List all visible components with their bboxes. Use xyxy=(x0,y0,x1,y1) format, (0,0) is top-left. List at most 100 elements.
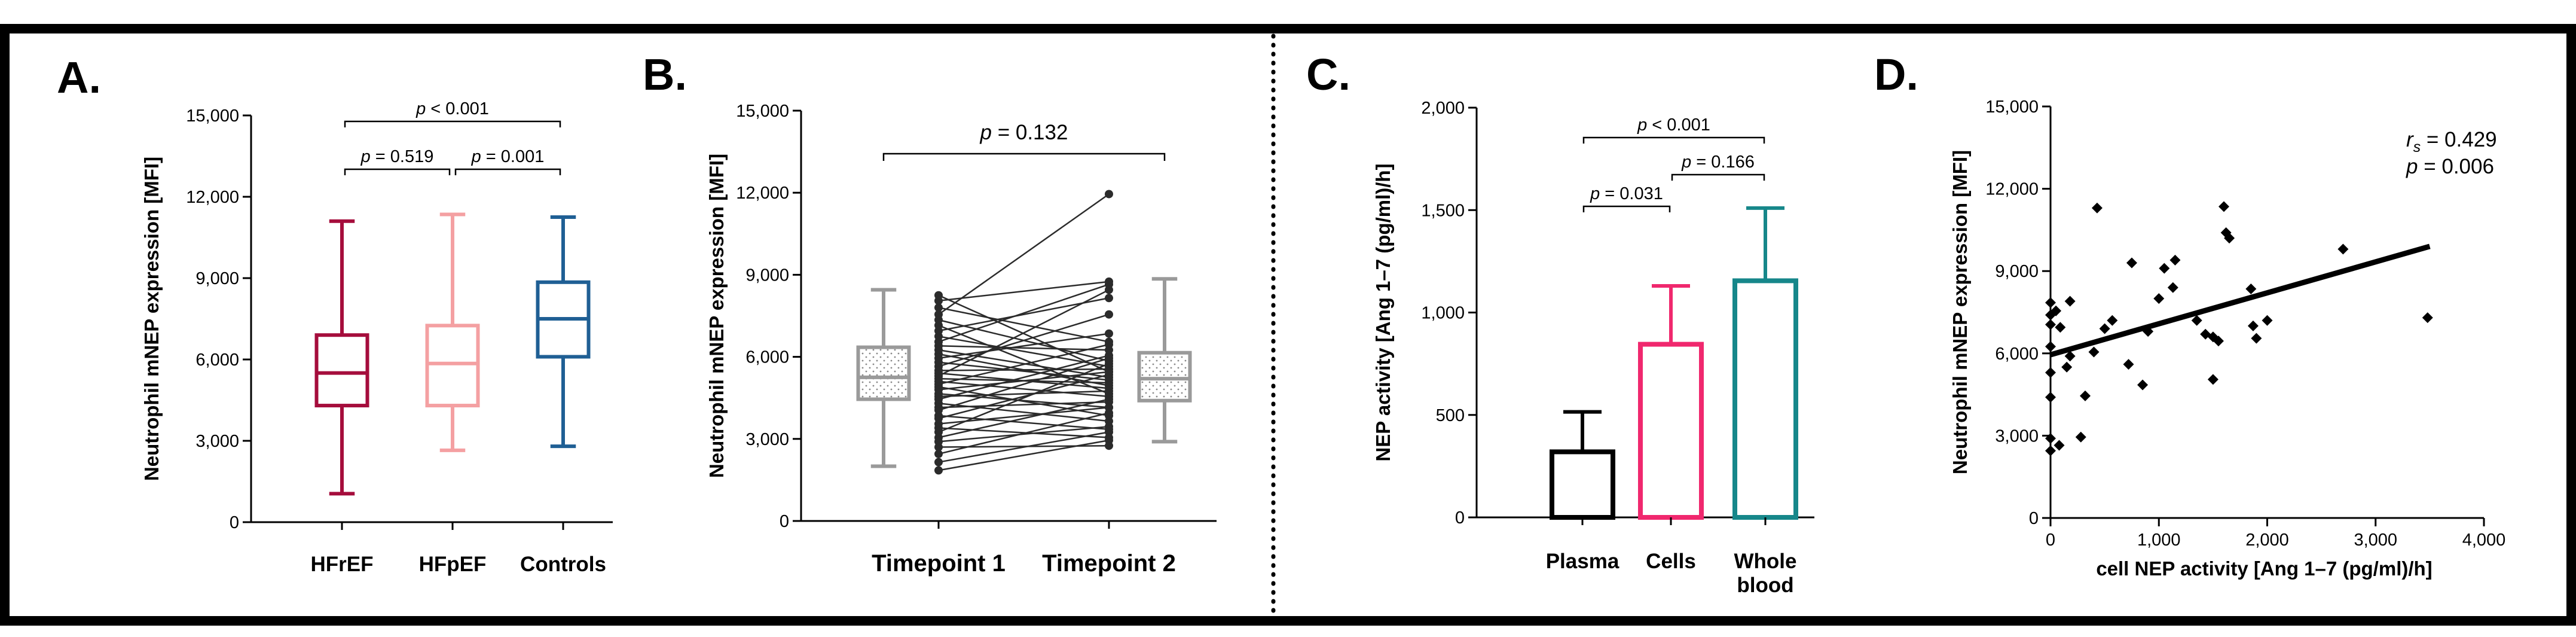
panel-b-point-timepoint-2 xyxy=(1105,411,1113,420)
panel-d-data-point xyxy=(2091,202,2103,214)
panel-d-y-axis-title: Neutrophil mNEP expression [MFI] xyxy=(1949,150,1971,474)
panel-d-data-point xyxy=(2080,390,2091,401)
panel-b-point-timepoint-1 xyxy=(934,303,943,312)
panel-b-paired-line xyxy=(938,284,1110,343)
panel-b-paired-line xyxy=(938,357,1110,411)
panel-d-y-tick-label: 3,000 xyxy=(1995,426,2039,446)
panel-d-data-point xyxy=(2251,333,2262,344)
panel-d-y-tick-label: 0 xyxy=(2029,509,2039,528)
panel-d-y-tick-label: 9,000 xyxy=(1995,262,2039,281)
panel-b-y-tick-label: 15,000 xyxy=(736,102,789,121)
figure-border xyxy=(0,24,2576,626)
panel-a-y-tick-label: 9,000 xyxy=(195,269,239,288)
panel-a-category-label: HFpEF xyxy=(419,553,487,576)
panel-b-paired-line xyxy=(938,444,1110,448)
panel-a-y-tick-label: 6,000 xyxy=(195,350,239,370)
panel-a-y-tick-label: 12,000 xyxy=(186,188,239,207)
panel-b-point-timepoint-2 xyxy=(1105,403,1113,412)
panel-d-regression-line xyxy=(2049,243,2431,358)
panel-b-point-timepoint-1 xyxy=(934,291,943,300)
panel-d-scatter-plot: 0 3,000 6,000 9,000 12,000 15,000 Neutrophil m… xyxy=(1949,97,2505,580)
panel-d-y-tick-label: 12,000 xyxy=(1985,180,2039,199)
panel-a-p-value: p = 0.001 xyxy=(471,147,545,166)
panel-d-data-point xyxy=(2045,319,2056,330)
panel-b-paired-line xyxy=(938,425,1110,443)
panel-d-data-point xyxy=(2137,379,2149,391)
panel-b-category-label: Timepoint 2 xyxy=(1042,550,1176,577)
panel-d-x-tick-label: 3,000 xyxy=(2354,531,2397,550)
panel-d-data-point xyxy=(2422,312,2433,324)
panel-a-y-tick-label: 0 xyxy=(230,513,239,532)
panel-b-point-timepoint-2 xyxy=(1105,441,1113,450)
panel-d-data-point xyxy=(2245,284,2257,295)
panel-d-x-axis-title: cell NEP activity [Ang 1–7 (pg/ml)/h] xyxy=(2096,557,2432,580)
panel-d-data-point xyxy=(2159,263,2170,274)
panel-d-data-point xyxy=(2169,254,2181,266)
panel-d-data-point xyxy=(2167,282,2178,293)
panel-d-label: D. xyxy=(1874,50,1918,99)
panel-a-y-tick-label: 3,000 xyxy=(195,432,239,451)
panel-b-point-timepoint-2 xyxy=(1105,425,1113,434)
panel-b-paired-line xyxy=(938,319,1110,362)
panel-c-p-value: p < 0.001 xyxy=(1637,115,1710,135)
panel-b-significance-bracket xyxy=(882,153,1166,161)
panel-b-y-tick-label: 0 xyxy=(780,512,789,531)
panel-b-paired-line xyxy=(938,297,1110,332)
panel-c-significance-bracket xyxy=(1671,173,1765,181)
panel-c-p-value: p = 0.031 xyxy=(1590,184,1663,203)
panel-b-paired-line xyxy=(938,349,1110,379)
panel-b-point-timepoint-2 xyxy=(1105,329,1113,338)
panel-c-y-axis-title: NEP activity [Ang 1–7 (pg/ml)/h] xyxy=(1372,163,1394,461)
panel-c-p-value: p = 0.166 xyxy=(1681,153,1755,172)
panel-b-point-timepoint-1 xyxy=(934,466,943,475)
panel-b-paired-line xyxy=(938,361,1110,381)
panel-b-point-timepoint-2 xyxy=(1105,389,1113,398)
panel-c-label: C. xyxy=(1306,50,1350,99)
panel-c-y-tick-label: 2,000 xyxy=(1421,99,1465,118)
panel-b-paired-line xyxy=(938,406,1110,425)
panel-b-paired-line xyxy=(938,324,1110,395)
panel-a-boxplot: 0 3,000 6,000 9,000 12,000 15,000 Neutrophil m… xyxy=(140,99,613,576)
panel-b-paired-line xyxy=(938,336,1110,367)
panel-d-data-point xyxy=(2045,445,2056,456)
panel-d-x-tick-label: 2,000 xyxy=(2245,531,2289,550)
panel-b-point-timepoint-2 xyxy=(1105,277,1113,286)
panel-b-paired-line xyxy=(938,380,1110,398)
panel-c-y-tick-label: 1,000 xyxy=(1421,304,1465,323)
panel-b-point-timepoint-2 xyxy=(1105,337,1113,346)
panel-b-point-timepoint-2 xyxy=(1105,381,1113,390)
panel-a-category-label: Controls xyxy=(520,553,606,576)
panel-d-data-point xyxy=(2045,297,2056,308)
panel-b-point-timepoint-2 xyxy=(1105,433,1113,442)
panel-a-y-axis-title: Neutrophil mNEP expression [MFI] xyxy=(140,157,163,481)
panel-b-point-timepoint-1 xyxy=(934,458,943,467)
panel-d-data-point xyxy=(2247,320,2259,331)
panel-c-bar xyxy=(1638,342,1704,520)
panel-d-y-tick-label: 15,000 xyxy=(1985,97,2039,117)
panel-b-y-axis-title: Neutrophil mNEP expression [MFI] xyxy=(705,154,728,478)
panel-d-data-point xyxy=(2051,305,2062,316)
panel-c-bar xyxy=(1732,278,1798,520)
panel-b-paired-line xyxy=(938,414,1110,431)
panel-a-significance-bracket xyxy=(454,168,561,175)
panel-b-paired-line xyxy=(938,294,1110,373)
panel-c-category-label: Cells xyxy=(1646,550,1696,573)
panel-b-label: B. xyxy=(643,50,687,99)
panel-c-y-tick-label: 500 xyxy=(1436,406,1465,425)
panel-d-x-tick-label: 4,000 xyxy=(2462,531,2506,550)
panel-b-point-timepoint-2 xyxy=(1105,310,1113,319)
panel-d-data-point xyxy=(2064,350,2076,362)
panel-b-point-timepoint-2 xyxy=(1105,190,1113,199)
panel-b-paired-boxplot: 0 3,000 6,000 9,000 12,000 15,000 Neutrophil m… xyxy=(705,102,1217,577)
panel-d-data-point xyxy=(2153,293,2165,304)
panel-c-significance-bracket xyxy=(1582,205,1671,212)
panel-d-data-point xyxy=(2045,432,2056,444)
panel-a-y-tick-label: 15,000 xyxy=(186,106,239,126)
panel-b-paired-line xyxy=(938,427,1110,438)
panel-b-y-tick-label: 6,000 xyxy=(745,348,789,367)
panel-d-data-point xyxy=(2099,323,2110,334)
panel-d-data-point xyxy=(2123,359,2134,370)
panel-d-data-point xyxy=(2075,431,2086,443)
panel-d-data-point xyxy=(2337,243,2349,255)
panel-c-category-label: blood xyxy=(1737,574,1793,597)
